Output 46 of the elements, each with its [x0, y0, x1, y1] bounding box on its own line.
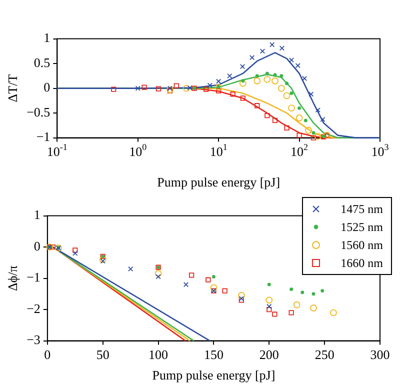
x-tick-label: 150: [204, 347, 224, 362]
legend-label: 1660 nm: [340, 256, 383, 270]
point: [100, 258, 106, 264]
point: [266, 306, 272, 312]
legend-label: 1525 nm: [340, 220, 383, 234]
legend-label: 1475 nm: [340, 202, 383, 216]
point: [222, 288, 228, 294]
point: [310, 304, 317, 312]
point: [156, 274, 161, 280]
x-axis-title: Pump pulse energy [pJ]: [152, 368, 276, 383]
point: [293, 301, 300, 308]
y-tick-label: 0: [44, 80, 50, 95]
x-tick-label: 100: [148, 347, 168, 362]
point: [99, 256, 106, 263]
y-tick-label: 0.5: [34, 54, 50, 70]
point: [272, 312, 278, 317]
y-tick-label: −0.5: [26, 104, 50, 120]
x-axis-title: Pump pulse energy [pJ]: [157, 174, 280, 190]
point: [266, 296, 273, 304]
point: [238, 292, 245, 299]
y-tick-label: 1: [34, 207, 40, 222]
point: [288, 310, 294, 316]
x-tick-label: 50: [96, 347, 110, 362]
y-tick-label: −2: [26, 300, 40, 316]
x-tick-label: 200: [259, 347, 279, 362]
y-tick-label: 0: [34, 238, 40, 254]
y-tick-label: −3: [26, 332, 40, 348]
point: [206, 277, 211, 282]
x-tick-label: 300: [370, 347, 390, 362]
y-axis-title: Δϕ/π: [5, 265, 20, 291]
point: [330, 309, 337, 316]
point: [183, 282, 189, 288]
point: [266, 304, 272, 309]
y-tick-label: −1: [26, 270, 40, 285]
legend-label: 1560 nm: [340, 238, 383, 252]
y-tick-label: −1: [36, 129, 50, 144]
point: [210, 284, 218, 292]
point: [154, 270, 162, 278]
x-tick-label: 250: [314, 347, 334, 362]
y-tick-label: 1: [44, 30, 50, 46]
point: [50, 244, 56, 250]
point: [72, 248, 78, 253]
point: [188, 272, 194, 278]
point: [128, 266, 134, 272]
point: [72, 250, 78, 256]
y-axis-title: ΔT/T: [5, 74, 20, 102]
